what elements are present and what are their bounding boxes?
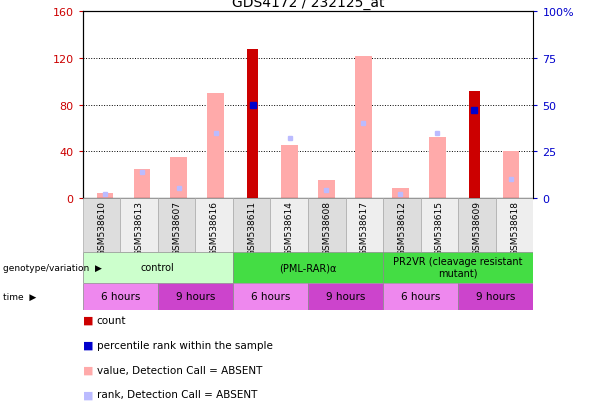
Text: time  ▶: time ▶: [3, 292, 36, 301]
Text: GSM538608: GSM538608: [322, 201, 331, 256]
Bar: [308, 283, 383, 310]
Bar: [83, 198, 120, 252]
Bar: [458, 198, 496, 252]
Bar: [346, 198, 383, 252]
Bar: [355, 57, 371, 198]
Text: PR2VR (cleavage resistant
mutant): PR2VR (cleavage resistant mutant): [394, 256, 523, 278]
Text: ■: ■: [83, 315, 93, 325]
Bar: [233, 198, 270, 252]
Bar: [421, 198, 458, 252]
Bar: [270, 198, 308, 252]
Text: ■: ■: [83, 389, 93, 399]
Text: GSM538615: GSM538615: [435, 201, 444, 256]
Bar: [429, 138, 446, 198]
Bar: [83, 283, 158, 310]
Bar: [233, 283, 308, 310]
Bar: [496, 198, 533, 252]
Text: GSM538610: GSM538610: [97, 201, 106, 256]
Text: 6 hours: 6 hours: [251, 291, 290, 301]
Text: 6 hours: 6 hours: [101, 291, 140, 301]
Bar: [458, 283, 533, 310]
Bar: [196, 198, 233, 252]
Text: ■: ■: [83, 340, 93, 350]
Text: ■: ■: [83, 365, 93, 375]
Text: 9 hours: 9 hours: [176, 291, 215, 301]
Text: rank, Detection Call = ABSENT: rank, Detection Call = ABSENT: [97, 389, 257, 399]
Bar: [247, 50, 258, 198]
Bar: [392, 189, 409, 198]
Bar: [308, 198, 346, 252]
Text: GSM538617: GSM538617: [360, 201, 369, 256]
Bar: [158, 198, 196, 252]
Text: value, Detection Call = ABSENT: value, Detection Call = ABSENT: [97, 365, 262, 375]
Text: GSM538613: GSM538613: [135, 201, 143, 256]
Bar: [97, 194, 113, 198]
Text: count: count: [97, 315, 126, 325]
Text: genotype/variation  ▶: genotype/variation ▶: [3, 263, 102, 272]
Text: GSM538611: GSM538611: [247, 201, 256, 256]
Text: GSM538609: GSM538609: [473, 201, 481, 256]
Text: 9 hours: 9 hours: [326, 291, 365, 301]
Bar: [281, 146, 298, 198]
Bar: [158, 283, 233, 310]
Text: GSM538607: GSM538607: [172, 201, 181, 256]
Bar: [134, 169, 150, 198]
Bar: [383, 283, 458, 310]
Bar: [383, 252, 533, 283]
Bar: [83, 252, 233, 283]
Bar: [170, 158, 187, 198]
Text: GSM538616: GSM538616: [210, 201, 219, 256]
Title: GDS4172 / 232125_at: GDS4172 / 232125_at: [232, 0, 384, 10]
Bar: [318, 181, 335, 198]
Bar: [207, 94, 224, 198]
Bar: [469, 91, 480, 198]
Bar: [383, 198, 421, 252]
Text: control: control: [141, 262, 175, 273]
Bar: [120, 198, 158, 252]
Text: GSM538618: GSM538618: [510, 201, 519, 256]
Text: percentile rank within the sample: percentile rank within the sample: [97, 340, 273, 350]
Text: 6 hours: 6 hours: [401, 291, 440, 301]
Text: GSM538612: GSM538612: [397, 201, 406, 256]
Text: 9 hours: 9 hours: [476, 291, 516, 301]
Bar: [503, 152, 519, 198]
Text: (PML-RAR)α: (PML-RAR)α: [280, 262, 337, 273]
Bar: [233, 252, 383, 283]
Text: GSM538614: GSM538614: [285, 201, 294, 256]
